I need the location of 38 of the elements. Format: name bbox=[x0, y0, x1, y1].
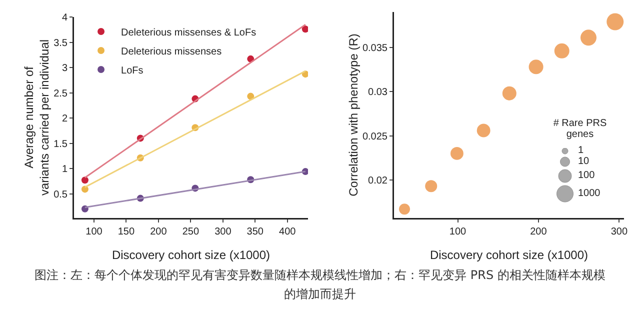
legend-label: Deleterious missenses & LoFs bbox=[121, 27, 256, 38]
legend-title: # Rare PRS genes bbox=[552, 118, 608, 140]
annotation: 1 bbox=[578, 145, 584, 156]
x-tick-label: 100 bbox=[449, 226, 467, 238]
y-tick-label: 3 bbox=[62, 63, 68, 74]
text: 图注：左：每个个体发现的罕见有害变异数量随样本规模线性增加；右：罕见变异 PRS 的相关性随样本规模的增加而提升 bbox=[34, 267, 606, 303]
annotation: 100 bbox=[578, 170, 595, 181]
y-tick-label: 0.03 bbox=[368, 87, 388, 98]
x-tick-label: 100 bbox=[86, 226, 103, 238]
point bbox=[81, 186, 88, 193]
point bbox=[81, 176, 88, 184]
legend-label: LoFs bbox=[121, 65, 144, 76]
y-tick-label: 3.5 bbox=[54, 38, 68, 49]
point bbox=[302, 26, 308, 33]
y-tick-label: 2.5 bbox=[54, 88, 68, 100]
x-tick-label: 400 bbox=[279, 226, 296, 238]
y-tick-label: 0.5 bbox=[54, 189, 68, 200]
annotation: 1000 bbox=[578, 188, 600, 199]
y-axis-title: Average number of variants carried per individual bbox=[22, 39, 52, 196]
x-tick-label: 250 bbox=[182, 226, 200, 238]
x-tick-label: 200 bbox=[150, 226, 168, 238]
x-axis-title: Discovery cohort size (x1000) bbox=[430, 248, 588, 262]
x-tick-label: 300 bbox=[214, 226, 232, 238]
y-tick-label: 1 bbox=[62, 164, 68, 176]
x-axis-title: Discovery cohort size (x1000) bbox=[112, 248, 270, 262]
y-tick-label: 0.02 bbox=[368, 175, 388, 186]
y-tick-label: 1.5 bbox=[54, 138, 68, 150]
x-tick-label: 350 bbox=[246, 226, 264, 238]
x-tick-label: 150 bbox=[118, 226, 135, 238]
x-tick-label: 200 bbox=[530, 226, 548, 238]
y-axis-title: Correlation with phenotype (R) bbox=[346, 34, 360, 196]
y-tick-label: 0.025 bbox=[362, 131, 388, 142]
legend-label: Deleterious missenses bbox=[121, 46, 222, 58]
y-tick-label: 2 bbox=[62, 114, 68, 125]
y-tick-label: 4 bbox=[62, 12, 68, 24]
annotation: 10 bbox=[578, 156, 590, 167]
y-tick-label: 0.035 bbox=[362, 42, 388, 54]
x-tick-label: 300 bbox=[610, 226, 628, 238]
